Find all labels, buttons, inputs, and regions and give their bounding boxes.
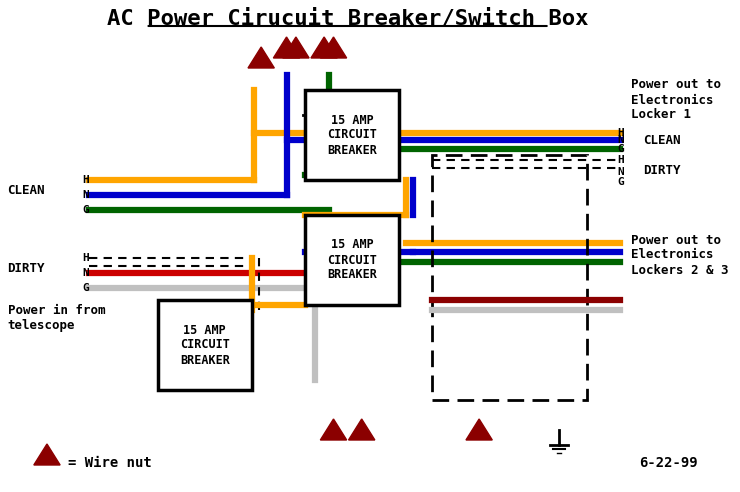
Text: DIRTY: DIRTY — [644, 163, 681, 177]
Polygon shape — [283, 37, 309, 58]
Text: H: H — [617, 155, 624, 165]
Text: N: N — [83, 190, 90, 200]
Text: H: H — [83, 253, 90, 263]
Polygon shape — [273, 37, 300, 58]
Text: AC Power Cirucuit Breaker/Switch Box: AC Power Cirucuit Breaker/Switch Box — [107, 8, 588, 28]
Text: Power out to
Electronics
Lockers 2 & 3: Power out to Electronics Lockers 2 & 3 — [631, 234, 729, 277]
Text: G: G — [83, 283, 90, 293]
Polygon shape — [320, 37, 346, 58]
Text: G: G — [617, 144, 624, 154]
Bar — [158, 300, 252, 390]
Text: N: N — [617, 167, 624, 177]
Polygon shape — [248, 47, 275, 68]
Polygon shape — [466, 419, 492, 440]
Bar — [432, 155, 587, 400]
Text: G: G — [617, 177, 624, 187]
Polygon shape — [311, 37, 337, 58]
Text: 6-22-99: 6-22-99 — [639, 456, 698, 470]
Bar — [306, 215, 400, 305]
Text: 15 AMP
CIRCUIT
BREAKER: 15 AMP CIRCUIT BREAKER — [180, 324, 229, 367]
Text: Power in from
telescope: Power in from telescope — [7, 304, 105, 332]
Text: H: H — [617, 128, 624, 138]
Text: H: H — [83, 175, 90, 185]
Text: CLEAN: CLEAN — [644, 133, 681, 147]
Text: DIRTY: DIRTY — [7, 262, 45, 275]
Bar — [306, 90, 400, 180]
Text: 15 AMP
CIRCUIT
BREAKER: 15 AMP CIRCUIT BREAKER — [327, 114, 377, 156]
Text: G: G — [83, 205, 90, 215]
Text: CLEAN: CLEAN — [7, 184, 45, 196]
Polygon shape — [34, 444, 60, 465]
Text: 15 AMP
CIRCUIT
BREAKER: 15 AMP CIRCUIT BREAKER — [327, 239, 377, 281]
Text: N: N — [617, 135, 624, 145]
Polygon shape — [320, 419, 346, 440]
Text: Power out to
Electronics
Locker 1: Power out to Electronics Locker 1 — [631, 79, 722, 122]
Text: N: N — [83, 268, 90, 278]
Polygon shape — [349, 419, 375, 440]
Text: = Wire nut: = Wire nut — [67, 456, 152, 470]
